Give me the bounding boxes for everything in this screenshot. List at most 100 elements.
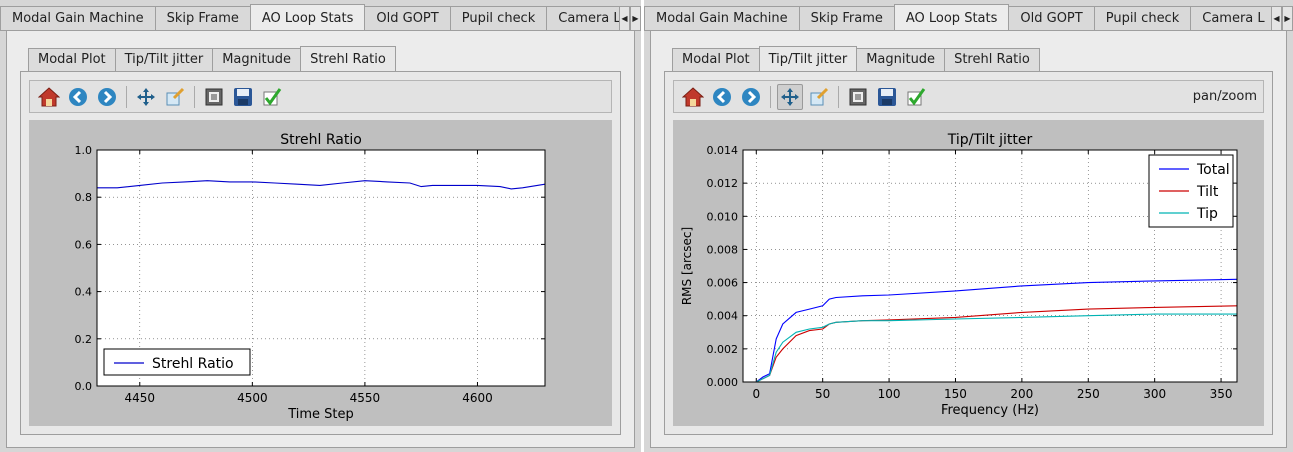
zoom-button[interactable]	[806, 84, 832, 110]
tab-skip-frame[interactable]: Skip Frame	[798, 6, 895, 31]
pane-divider	[641, 0, 644, 452]
edit-curves-button[interactable]	[903, 84, 929, 110]
series-line	[97, 180, 546, 190]
tab-strehl-ratio[interactable]: Strehl Ratio	[944, 48, 1040, 72]
toolbar-separator	[194, 85, 195, 108]
y-tick-label: 0.8	[75, 191, 93, 204]
series-line	[756, 313, 1237, 383]
y-tick-label: 0.6	[75, 238, 93, 251]
back-icon	[713, 87, 731, 106]
tab-ao-loop-stats[interactable]: AO Loop Stats	[893, 4, 1010, 31]
x-tick-label: 0	[752, 387, 760, 401]
tab-camera[interactable]: Camera L	[1190, 6, 1277, 31]
tab-skip-frame[interactable]: Skip Frame	[154, 6, 251, 31]
tab-camera[interactable]: Camera L	[546, 6, 633, 31]
configure-subplots-icon	[205, 88, 223, 105]
edit-curves-icon	[907, 87, 926, 105]
tab-modal-plot[interactable]: Modal Plot	[672, 48, 760, 72]
tab-magnitude[interactable]: Magnitude	[856, 48, 946, 72]
y-tick-label: 0.002	[707, 343, 739, 356]
y-tick-label: 0.014	[707, 144, 739, 157]
y-tick-label: 0.012	[707, 177, 739, 190]
x-tick-label: 250	[1077, 387, 1100, 401]
y-tick-label: 0.006	[707, 277, 739, 290]
outer-tab-bar: Modal Gain Machine Skip Frame AO Loop St…	[644, 4, 1277, 31]
axes-frame	[742, 149, 1238, 383]
pan-button[interactable]	[133, 84, 159, 110]
save-icon	[234, 87, 252, 106]
y-tick-label: 0.008	[707, 243, 739, 256]
tab-scroll-buttons: ◀ ▶	[1271, 6, 1293, 31]
tip-tilt-jitter-chart: 0 50 100 150 200 250 300 350 0.000 0.002 0.004 0.00…	[680, 132, 1238, 418]
scroll-left-icon[interactable]: ◀	[1271, 6, 1282, 31]
back-button[interactable]	[709, 84, 735, 110]
save-button[interactable]	[230, 84, 256, 110]
plot-toolbar: pan/zoom	[673, 80, 1264, 113]
legend-label: Tilt	[1196, 184, 1219, 200]
save-button[interactable]	[874, 84, 900, 110]
configure-subplots-button[interactable]	[201, 84, 227, 110]
pan-icon	[137, 87, 155, 106]
tab-tip-tilt-jitter[interactable]: Tip/Tilt jitter	[758, 46, 858, 72]
edit-curves-button[interactable]	[259, 84, 285, 110]
tab-magnitude[interactable]: Magnitude	[212, 48, 302, 72]
y-axis-label: RMS [arcsec]	[680, 227, 694, 305]
y-tick-label: 0.0	[75, 380, 93, 393]
tab-pupil-check[interactable]: Pupil check	[449, 6, 548, 31]
tab-ao-loop-stats[interactable]: AO Loop Stats	[249, 4, 366, 31]
right-pane: Modal Gain Machine Skip Frame AO Loop St…	[644, 0, 1293, 452]
outer-tab-bar: Modal Gain Machine Skip Frame AO Loop St…	[0, 4, 633, 31]
tab-pupil-check[interactable]: Pupil check	[1093, 6, 1192, 31]
x-tick-label: 150	[944, 387, 967, 401]
outer-tab-content: Modal Plot Tip/Tilt jitter Magnitude Str…	[6, 30, 635, 448]
legend-label: Tip	[1196, 206, 1218, 222]
tab-modal-gain-machine[interactable]: Modal Gain Machine	[644, 6, 800, 31]
x-axis-label: Frequency (Hz)	[941, 403, 1039, 418]
x-tick-label: 4550	[350, 391, 381, 405]
inner-tab-content: 4450 4500 4550 4600 0.0 0.2 0.4 0.6 0.8 1.0 Strehl…	[20, 71, 621, 435]
legend-label: Total	[1196, 162, 1230, 178]
chart-title: Strehl Ratio	[280, 132, 362, 148]
y-tick-label: 0.2	[75, 333, 93, 346]
scroll-right-icon[interactable]: ▶	[630, 6, 641, 31]
y-tick-label: 0.004	[707, 310, 739, 323]
tab-modal-plot[interactable]: Modal Plot	[28, 48, 116, 72]
back-button[interactable]	[65, 84, 91, 110]
forward-button[interactable]	[94, 84, 120, 110]
tab-old-gopt[interactable]: Old GOPT	[1008, 6, 1095, 31]
back-icon	[69, 87, 87, 106]
pan-button[interactable]	[777, 83, 803, 110]
chart-title: Tip/Tilt jitter	[947, 132, 1033, 148]
forward-button[interactable]	[738, 84, 764, 110]
y-tick-label: 0.4	[75, 286, 93, 299]
zoom-button[interactable]	[162, 84, 188, 110]
x-tick-label: 4450	[125, 391, 156, 405]
plot-area	[97, 150, 545, 386]
tab-modal-gain-machine[interactable]: Modal Gain Machine	[0, 6, 156, 31]
home-button[interactable]	[36, 84, 62, 110]
pan-icon	[781, 87, 799, 106]
left-pane: Modal Gain Machine Skip Frame AO Loop St…	[0, 0, 641, 452]
x-tick-label: 300	[1143, 387, 1166, 401]
toolbar-separator	[838, 85, 839, 108]
x-tick-label: 350	[1210, 387, 1233, 401]
edit-curves-icon	[263, 87, 282, 105]
tab-strehl-ratio[interactable]: Strehl Ratio	[300, 46, 396, 72]
forward-icon	[98, 87, 116, 106]
x-tick-label: 4500	[237, 391, 268, 405]
configure-subplots-button[interactable]	[845, 84, 871, 110]
tab-old-gopt[interactable]: Old GOPT	[364, 6, 451, 31]
toolbar-separator	[770, 85, 771, 108]
inner-tab-content: pan/zoom 0 50 100 150 200 250 300 350 0.000 0.002…	[664, 71, 1273, 435]
x-tick-label: 50	[815, 387, 830, 401]
inner-tab-bar: Modal Plot Tip/Tilt jitter Magnitude Str…	[28, 46, 396, 72]
home-button[interactable]	[680, 84, 706, 110]
tip-tilt-figure: 0 50 100 150 200 250 300 350 0.000 0.002 0.004 0.00…	[673, 120, 1264, 426]
axes-frame	[96, 149, 546, 387]
scroll-right-icon[interactable]: ▶	[1282, 6, 1293, 31]
toolbar-mode-status: pan/zoom	[1192, 89, 1257, 104]
home-icon	[38, 86, 60, 106]
tab-tip-tilt-jitter[interactable]: Tip/Tilt jitter	[114, 48, 214, 72]
scroll-left-icon[interactable]: ◀	[619, 6, 630, 31]
strehl-figure: 4450 4500 4550 4600 0.0 0.2 0.4 0.6 0.8 1.0 Strehl…	[29, 120, 612, 426]
